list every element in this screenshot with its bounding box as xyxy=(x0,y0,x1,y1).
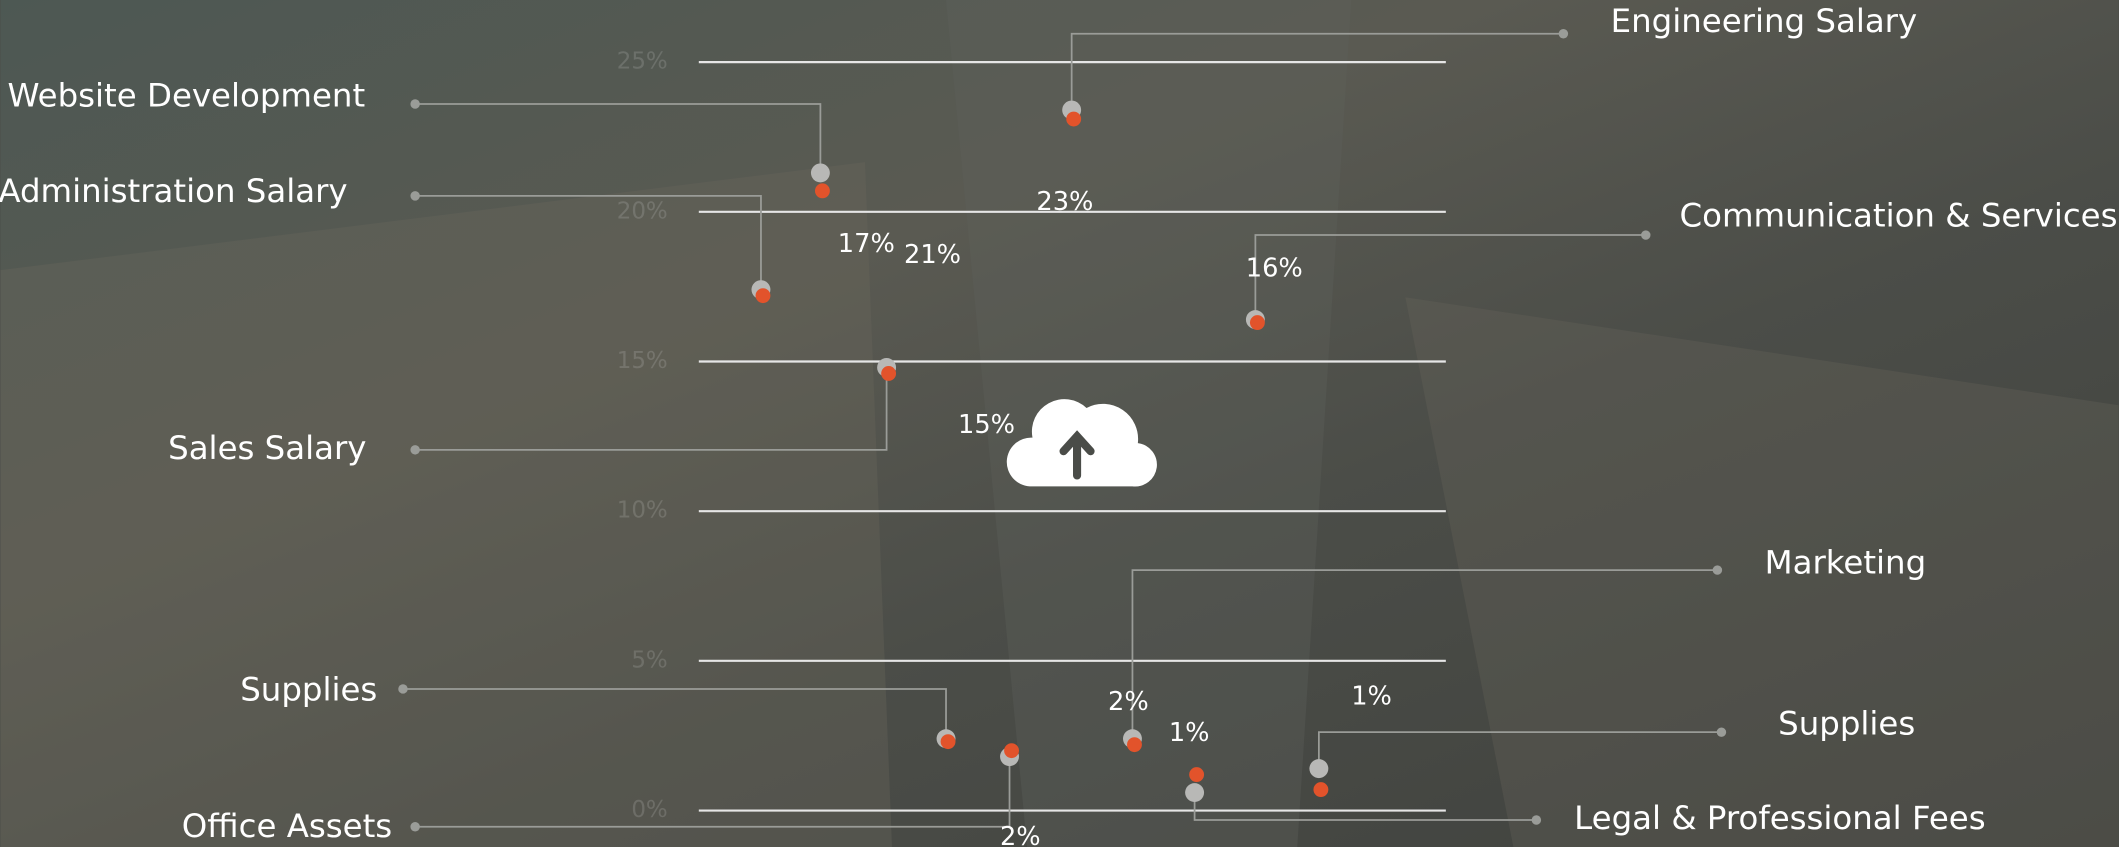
dot-grey xyxy=(1185,783,1204,802)
value-label: 21% xyxy=(904,240,961,270)
building-left xyxy=(0,162,892,847)
dot-grey xyxy=(1309,759,1328,778)
dot-orange xyxy=(1250,315,1265,330)
category-label: Supplies xyxy=(240,671,377,709)
dot-orange xyxy=(815,183,830,198)
dot-orange xyxy=(1004,743,1019,758)
y-tick-label: 0% xyxy=(631,797,667,823)
y-tick-label: 15% xyxy=(617,348,668,374)
value-label: 2% xyxy=(1108,687,1149,717)
leader-end xyxy=(1713,565,1722,574)
chart: 0% 5% 10% 15% 20% 25% Engineering Salary 23% Web… xyxy=(0,0,2119,847)
value-label: 23% xyxy=(1036,187,1093,217)
value-label: 1% xyxy=(1351,682,1392,712)
category-label: Legal & Professional Fees xyxy=(1574,799,1985,837)
dot-orange xyxy=(1189,767,1204,782)
category-label: Marketing xyxy=(1765,544,1927,582)
value-label: 16% xyxy=(1246,253,1303,283)
category-label: Website Development xyxy=(8,76,366,114)
dot-orange xyxy=(881,366,896,381)
dot-orange xyxy=(1066,112,1081,127)
y-tick-label: 20% xyxy=(617,198,668,224)
value-label: 15% xyxy=(958,410,1015,440)
leader-end xyxy=(398,684,407,693)
leader-end xyxy=(1717,727,1726,736)
page: 0% 5% 10% 15% 20% 25% Engineering Salary 23% Web… xyxy=(0,0,2119,847)
y-tick-label: 5% xyxy=(631,647,667,673)
category-label: Communication & Services xyxy=(1680,196,2118,234)
value-label: 17% xyxy=(838,229,895,259)
category-label: Engineering Salary xyxy=(1611,2,1918,40)
leader-end xyxy=(1641,230,1650,239)
category-label: Administration Salary xyxy=(0,172,348,210)
leader-end xyxy=(1532,815,1541,824)
leader-end xyxy=(410,822,419,831)
leader-end xyxy=(410,191,419,200)
value-label: 1% xyxy=(1169,718,1210,748)
dot-orange xyxy=(1127,737,1142,752)
y-tick-label: 25% xyxy=(617,49,668,75)
category-label: Sales Salary xyxy=(168,429,366,467)
leader-end xyxy=(410,445,419,454)
leader-end xyxy=(410,99,419,108)
y-tick-label: 10% xyxy=(617,498,668,524)
value-label: 2% xyxy=(1000,822,1041,847)
dot-orange xyxy=(941,734,956,749)
dot-orange xyxy=(1313,782,1328,797)
dot-grey xyxy=(811,163,830,182)
category-label: Supplies xyxy=(1778,704,1915,742)
leader-end xyxy=(1559,29,1568,38)
dot-orange xyxy=(756,288,771,303)
category-label: Office Assets xyxy=(182,807,392,845)
